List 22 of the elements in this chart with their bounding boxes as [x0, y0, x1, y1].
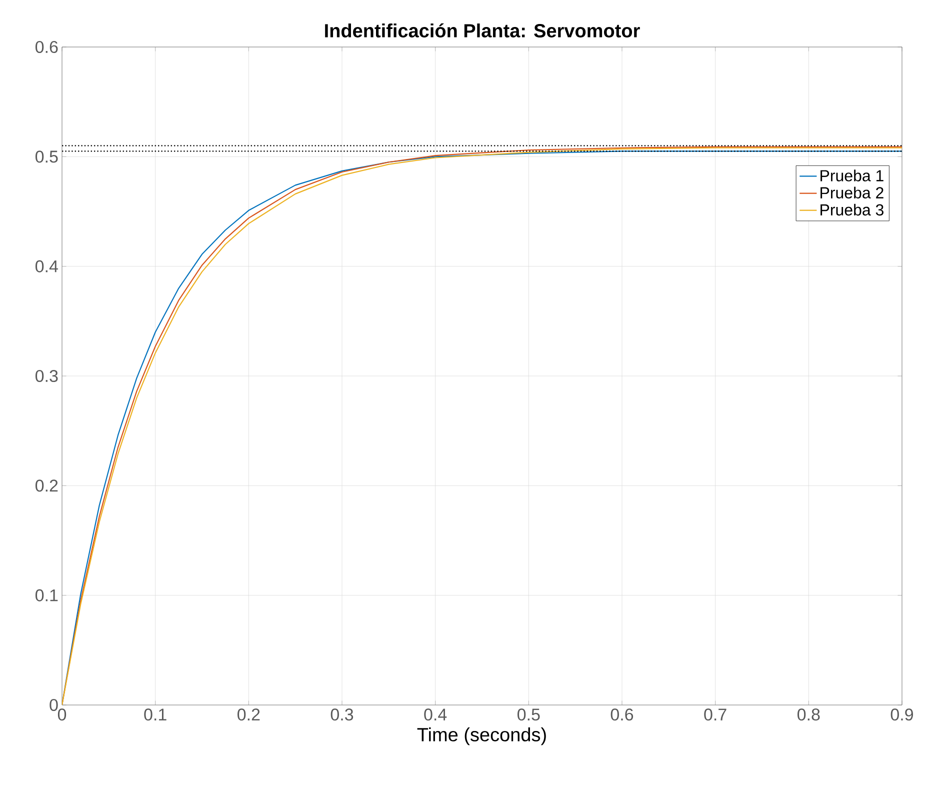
y-tick-label: 0.2	[36, 480, 58, 492]
legend-label: Prueba 1	[820, 170, 884, 182]
x-axis-title: Time (seconds)	[417, 727, 546, 746]
x-tick-label: 0	[58, 708, 66, 721]
legend-label: Prueba 2	[820, 186, 884, 198]
x-tick-label: 0.2	[238, 708, 260, 721]
y-tick-label: 0.6	[36, 40, 58, 54]
y-tick-label: 0.4	[36, 260, 58, 272]
legend-label: Prueba 3	[820, 204, 884, 216]
x-tick-label: 0.7	[704, 708, 726, 721]
x-tick-label: 0.8	[797, 708, 820, 721]
y-tick-label: 0.5	[36, 150, 58, 163]
y-tick-label: 0	[50, 698, 58, 712]
x-tick-label: 0.3	[330, 708, 354, 721]
x-tick-label: 0.9	[890, 708, 914, 721]
chart-title: Indentificación Planta: Servomotor	[325, 23, 640, 38]
y-tick-label: 0.3	[36, 370, 58, 382]
y-tick-label: 0.1	[36, 589, 58, 602]
x-tick-label: 0.1	[144, 708, 166, 721]
x-tick-label: 0.6	[610, 708, 634, 721]
x-tick-label: 0.4	[424, 708, 447, 721]
x-tick-label: 0.5	[518, 708, 540, 721]
